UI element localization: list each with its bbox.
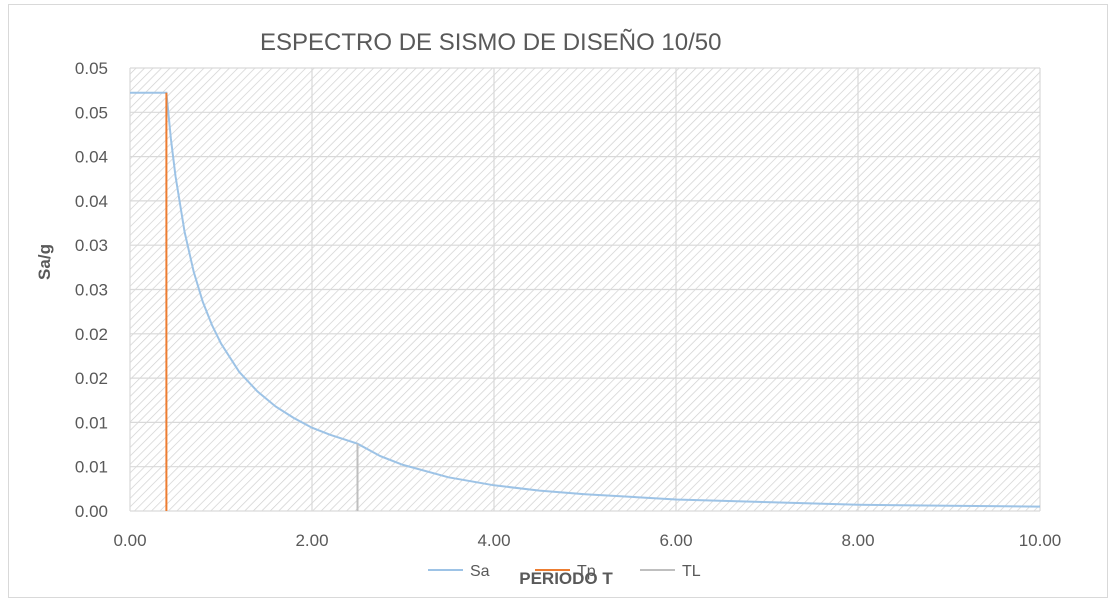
x-tick-label: 8.00 bbox=[841, 531, 874, 550]
x-tick-label: 6.00 bbox=[659, 531, 692, 550]
y-tick-label: 0.00 bbox=[75, 502, 108, 521]
y-tick-label: 0.01 bbox=[75, 458, 108, 477]
y-tick-label: 0.05 bbox=[75, 59, 108, 78]
y-axis-ticks: 0.00 0.01 0.01 0.02 0.02 0.03 0.03 0.04 0.04 0.05… bbox=[75, 59, 108, 521]
y-tick-label: 0.03 bbox=[75, 281, 108, 300]
legend-label-tp: Tp bbox=[577, 563, 596, 580]
x-tick-label: 2.00 bbox=[295, 531, 328, 550]
x-tick-label: 4.00 bbox=[477, 531, 510, 550]
series-layer bbox=[130, 91, 1041, 511]
legend-label-tl: TL bbox=[682, 563, 701, 580]
y-tick-label: 0.05 bbox=[75, 103, 108, 122]
gridlines bbox=[129, 67, 1041, 512]
legend-label-sa: Sa bbox=[470, 563, 490, 580]
y-tick-label: 0.03 bbox=[75, 236, 108, 255]
x-axis-title: PERIODO T bbox=[519, 569, 613, 588]
x-axis-ticks: 0.00 2.00 4.00 6.00 8.00 10.00 bbox=[113, 531, 1061, 550]
x-tick-label: 10.00 bbox=[1019, 531, 1062, 550]
y-tick-label: 0.02 bbox=[75, 325, 108, 344]
y-tick-label: 0.01 bbox=[75, 413, 108, 432]
y-tick-label: 0.04 bbox=[75, 148, 108, 167]
y-axis-title: Sa/g bbox=[35, 244, 54, 280]
legend: Sa Tp TL bbox=[428, 563, 701, 580]
y-tick-label: 0.04 bbox=[75, 192, 108, 211]
x-tick-label: 0.00 bbox=[113, 531, 146, 550]
y-tick-label: 0.02 bbox=[75, 369, 108, 388]
chart-title: ESPECTRO DE SISMO DE DISEÑO 10/50 bbox=[260, 29, 721, 56]
series-line-sa bbox=[130, 91, 1041, 508]
